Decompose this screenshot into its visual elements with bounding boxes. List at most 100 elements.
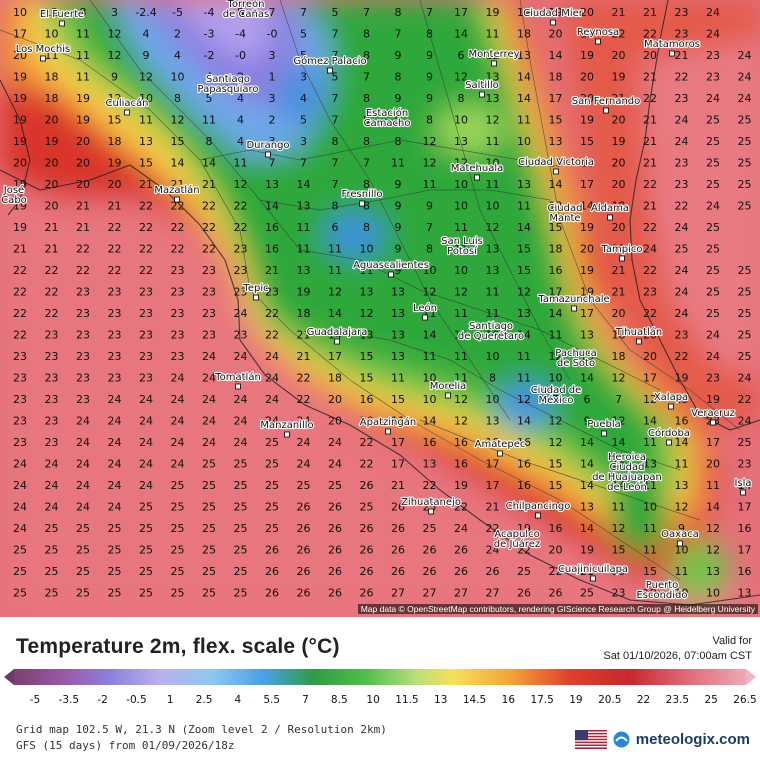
city-marker[interactable]: Durango bbox=[245, 139, 291, 158]
grid-value: 12 bbox=[612, 415, 626, 428]
grid-value: 20 bbox=[45, 114, 59, 127]
city-marker[interactable]: Tampico bbox=[599, 243, 644, 262]
city-marker[interactable]: Reynosa bbox=[576, 26, 620, 45]
city-marker[interactable]: Morelia bbox=[429, 380, 467, 399]
city-label: Saltillo bbox=[465, 80, 499, 91]
grid-value: 21 bbox=[643, 200, 657, 213]
city-label: México bbox=[539, 394, 574, 406]
grid-value: 13 bbox=[265, 178, 279, 191]
city-marker[interactable]: Ciudad Victoria bbox=[517, 156, 595, 175]
city-label: Reynosa bbox=[577, 27, 619, 38]
coastline bbox=[0, 0, 760, 606]
grid-value: 24 bbox=[675, 114, 689, 127]
grid-value: 7 bbox=[426, 6, 433, 19]
city-dot bbox=[666, 439, 672, 446]
grid-value: 1 bbox=[269, 71, 276, 84]
grid-value: 23 bbox=[13, 372, 27, 385]
city-marker[interactable]: Zihuatanejo bbox=[400, 496, 462, 515]
city-marker[interactable]: Saltillo bbox=[464, 79, 500, 98]
city-marker[interactable]: Matamoros bbox=[643, 38, 701, 57]
grid-value: 7 bbox=[300, 6, 307, 19]
branding[interactable]: meteologix.com bbox=[574, 730, 750, 749]
city-marker[interactable]: León bbox=[412, 301, 438, 321]
city-marker[interactable]: Aldama bbox=[590, 202, 630, 221]
city-marker[interactable]: Tomatlán bbox=[213, 370, 262, 390]
city-marker[interactable]: Isla bbox=[733, 477, 753, 496]
city-marker[interactable]: Xalapa bbox=[653, 391, 689, 410]
grid-value: 18 bbox=[108, 135, 122, 148]
city-marker[interactable]: Manzanillo bbox=[259, 419, 315, 438]
grid-value: 18 bbox=[549, 71, 563, 84]
city-label: Ciudad bbox=[610, 462, 645, 473]
city-marker[interactable]: Fresnillo bbox=[340, 188, 384, 207]
grid-value: 25 bbox=[108, 587, 122, 600]
scale-bar bbox=[14, 669, 746, 685]
city-marker[interactable]: Tepic bbox=[241, 282, 270, 301]
grid-value: 8 bbox=[206, 135, 213, 148]
grid-value: 23 bbox=[76, 286, 90, 299]
city-label: Monterrey bbox=[468, 49, 519, 60]
city-marker[interactable]: Apatzingán bbox=[359, 415, 417, 435]
city-marker[interactable]: Gómez Palacio bbox=[292, 54, 368, 74]
city-marker[interactable]: Veracruz bbox=[690, 407, 736, 426]
city-marker[interactable]: Aguascalientes bbox=[352, 259, 430, 278]
grid-value: 24 bbox=[76, 415, 90, 428]
city-label: Veracruz bbox=[691, 408, 735, 419]
grid-value: 19 bbox=[486, 6, 500, 19]
city-marker[interactable]: Amatepec bbox=[474, 438, 526, 457]
city-label: Oaxaca bbox=[661, 529, 699, 540]
city-marker[interactable]: Cuajinicuilapa bbox=[557, 563, 629, 582]
grid-value: 10 bbox=[454, 264, 468, 277]
us-flag-icon[interactable] bbox=[574, 730, 607, 749]
grid-value: 19 bbox=[13, 135, 27, 148]
grid-value: 23 bbox=[675, 6, 689, 19]
grid-value: 26 bbox=[297, 565, 311, 578]
grid-value: 25 bbox=[171, 587, 185, 600]
grid-value: 24 bbox=[139, 458, 153, 471]
grid-value: 9 bbox=[395, 200, 402, 213]
city-marker[interactable]: El Fuerte bbox=[39, 8, 85, 27]
grid-value: 18 bbox=[517, 28, 531, 41]
city-dot bbox=[491, 60, 497, 67]
temperature-map[interactable]: 10 12 8 3 -2.4 -5 -4 5 7 7 5 7 8 7 17 19 19 19 20 21 21 23 24 1… bbox=[0, 0, 760, 617]
city-marker[interactable]: Oaxaca bbox=[660, 528, 700, 547]
grid-value: 12 bbox=[549, 350, 563, 363]
city-label: Aldama bbox=[591, 203, 629, 214]
city-marker[interactable]: Los Mochis bbox=[15, 43, 71, 62]
city-marker[interactable]: Tihuatlán bbox=[614, 325, 663, 345]
grid-value: 24 bbox=[139, 393, 153, 406]
brand-name[interactable]: meteologix.com bbox=[635, 731, 750, 748]
city-marker[interactable]: Tamazunchale bbox=[536, 293, 611, 312]
grid-value: 25 bbox=[706, 178, 720, 191]
grid-value: 15 bbox=[171, 135, 185, 148]
grid-value: 23 bbox=[139, 329, 153, 342]
grid-value: 19 bbox=[612, 135, 626, 148]
city-marker[interactable]: Córdoba bbox=[647, 426, 691, 446]
city-marker[interactable]: Culiacán bbox=[104, 96, 150, 116]
grid-value: 20 bbox=[580, 71, 594, 84]
grid-value: 13 bbox=[549, 135, 563, 148]
city-marker[interactable]: Puebla bbox=[586, 418, 622, 437]
city-marker[interactable]: Monterrey bbox=[467, 48, 521, 67]
city-marker[interactable]: Chilpancingo bbox=[505, 500, 571, 519]
city-marker[interactable]: Guadalajara bbox=[306, 326, 368, 345]
city-marker[interactable]: San Fernando bbox=[571, 95, 641, 114]
city-marker[interactable]: Mazatlán bbox=[153, 183, 201, 203]
city-marker[interactable]: Matehuala bbox=[450, 162, 504, 181]
grid-value: 15 bbox=[360, 350, 374, 363]
grid-value: 21 bbox=[297, 350, 311, 363]
city-marker[interactable]: Ciudad Mier bbox=[522, 7, 585, 26]
grid-value: 26 bbox=[549, 587, 563, 600]
